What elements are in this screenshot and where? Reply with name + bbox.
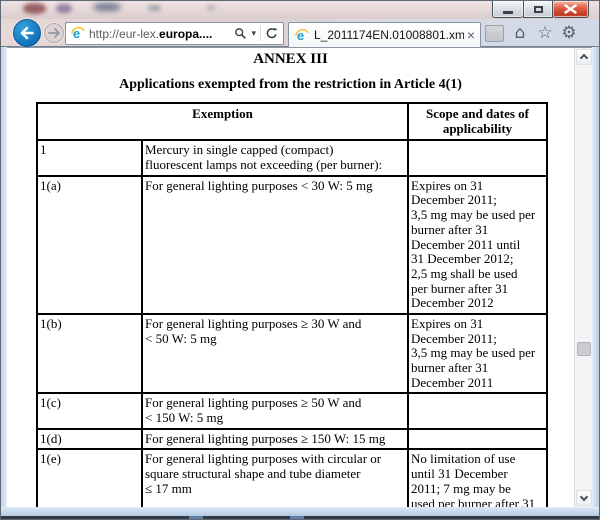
exemptions-table: Exemption Scope and dates of applicabili…	[35, 101, 549, 507]
exemption-text-cell: Mercury in single capped (compact) fluor…	[140, 139, 410, 177]
exemption-text-cell: For general lighting purposes < 30 W: 5 …	[140, 174, 410, 315]
glass-reflection	[56, 4, 72, 13]
window-right-border	[592, 47, 599, 507]
table-row: 1 Mercury in single capped (compact) flu…	[36, 139, 549, 177]
address-bar[interactable]: e http://eur-lex.europa.... ▾	[65, 22, 284, 45]
favorites-star-icon[interactable]: ☆	[537, 23, 553, 43]
dropdown-chevron-icon[interactable]: ▾	[251, 28, 256, 39]
svg-text:e: e	[297, 28, 304, 43]
exemption-text-cell: For general lighting purposes ≥ 30 W and…	[140, 312, 410, 395]
exemption-text-cell: For general lighting purposes ≥ 150 W: 1…	[140, 427, 410, 451]
search-icon[interactable]	[234, 27, 247, 40]
url-domain: europa....	[159, 26, 213, 41]
table-row: 1(c) For general lighting purposes ≥ 50 …	[36, 392, 549, 430]
tab-title: L_2011174EN.01008801.xml	[314, 28, 464, 42]
navigation-bar: e http://eur-lex.europa.... ▾ e	[1, 19, 599, 47]
glass-reflection	[148, 5, 161, 11]
svg-text:e: e	[73, 26, 80, 41]
exemption-id-cell: 1(a)	[36, 174, 143, 315]
taskbar-edge	[1, 516, 599, 519]
minimize-button[interactable]	[492, 1, 523, 18]
table-row: 1(b) For general lighting purposes ≥ 30 …	[36, 312, 549, 395]
exemption-text-cell: For general lighting purposes ≥ 50 W and…	[140, 392, 410, 430]
exemption-id-cell: 1(b)	[36, 312, 143, 395]
url-scheme: http://eur-lex.	[89, 26, 160, 41]
scope-cell	[407, 392, 549, 430]
exemption-id-cell: 1	[36, 139, 143, 177]
page-content: ANNEX III Applications exempted from the…	[7, 47, 592, 507]
exemption-id-cell: 1(d)	[36, 427, 143, 451]
settings-gear-icon[interactable]: ⚙	[561, 23, 577, 43]
glass-reflection	[93, 3, 121, 11]
close-icon	[564, 4, 577, 14]
column-header-exemption: Exemption	[35, 101, 410, 142]
refresh-icon[interactable]	[265, 27, 278, 40]
table-header-row: Exemption Scope and dates of applicabili…	[35, 101, 549, 142]
maximize-icon	[533, 5, 543, 13]
address-bar-separator	[260, 26, 261, 41]
exemption-text-cell: For general lighting purposes with circu…	[140, 448, 410, 507]
table-row: 1(d) For general lighting purposes ≥ 150…	[36, 427, 549, 451]
scope-cell: Expires on 31 December 2011; 3,5 mg may …	[407, 174, 549, 315]
table-row: 1(e) For general lighting purposes with …	[36, 448, 549, 507]
ie-favicon-icon: e	[295, 28, 309, 43]
minimize-icon	[503, 11, 513, 14]
column-header-scope: Scope and dates of applicability	[407, 101, 549, 142]
glass-reflection	[206, 5, 216, 10]
scope-cell	[407, 427, 549, 451]
close-button[interactable]	[553, 1, 589, 18]
table-row: 1(a) For general lighting purposes < 30 …	[36, 174, 549, 315]
exemption-id-cell: 1(e)	[36, 448, 143, 507]
tab-close-icon[interactable]: ×	[466, 27, 475, 43]
exemption-id-cell: 1(c)	[36, 392, 143, 430]
glass-reflection	[23, 3, 46, 14]
chevron-down-icon	[579, 492, 589, 502]
scope-cell: Expires on 31 December 2011; 3,5 mg may …	[407, 312, 549, 395]
ie-favicon-icon: e	[71, 26, 85, 41]
scroll-down-button[interactable]	[576, 490, 592, 506]
browser-tab[interactable]: e L_2011174EN.01008801.xml ×	[288, 22, 481, 47]
titlebar[interactable]	[1, 1, 599, 19]
page-title: ANNEX III	[253, 51, 328, 67]
window-controls	[492, 1, 589, 18]
chevron-up-icon	[579, 53, 589, 63]
home-icon[interactable]: ⌂	[514, 23, 526, 43]
new-tab-button[interactable]	[485, 25, 504, 42]
scope-cell: No limitation of use until 31 December 2…	[407, 448, 549, 507]
taskbar-item-glint	[189, 516, 203, 519]
maximize-button[interactable]	[523, 1, 553, 18]
taskbar-item-glint	[290, 516, 304, 519]
back-button[interactable]	[13, 19, 41, 47]
window-left-border	[1, 47, 7, 507]
vertical-scrollbar[interactable]	[574, 48, 592, 507]
back-arrow-icon	[20, 26, 34, 40]
scope-cell	[407, 139, 549, 177]
scrollbar-thumb[interactable]	[577, 342, 591, 356]
forward-button[interactable]	[44, 23, 64, 43]
table-body: 1 Mercury in single capped (compact) flu…	[36, 139, 549, 507]
window-bottom-border	[1, 507, 599, 516]
scroll-up-button[interactable]	[576, 49, 592, 65]
url-text[interactable]: http://eur-lex.europa....	[89, 27, 232, 41]
document-page: ANNEX III Applications exempted from the…	[7, 48, 574, 507]
forward-arrow-icon	[48, 28, 60, 38]
page-subtitle: Applications exempted from the restricti…	[119, 77, 462, 92]
